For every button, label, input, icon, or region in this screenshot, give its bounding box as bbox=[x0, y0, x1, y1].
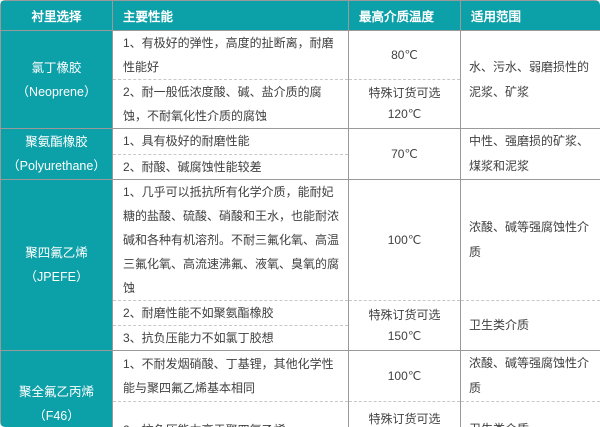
table-row: 2、耐磨性能不如聚氨酯橡胶 特殊订货可选 150℃ 卫生类介质 bbox=[1, 300, 600, 351]
performance-cell: 2、耐一般低浓度酸、碱、盐介质的腐蚀，不耐氧化性介质的腐蚀 bbox=[112, 79, 349, 129]
material-cell-polyurethane: 聚氨酯橡胶 （Polyurethane） bbox=[0, 128, 113, 180]
table-row: 氯丁橡胶 （Neoprene） 1、有极好的弹性，高度的扯断离，耐磨性能好 80… bbox=[0, 30, 600, 129]
performance-cell: 3、抗负压能力不如氯丁胶想 bbox=[112, 325, 349, 351]
table-row: 聚全氟乙丙烯 （F46） 1、不耐发烟硝酸、丁基锂，其他化学性能与聚四氟乙烯基本… bbox=[0, 350, 600, 427]
range-cell: 中性、强磨损的矿浆、煤浆和泥浆 bbox=[460, 128, 600, 180]
header-cell-lining: 衬里选择 bbox=[0, 0, 113, 31]
performance-cell: 2、耐酸、碱腐蚀性能较差 bbox=[112, 153, 349, 180]
range-cell: 卫生类介质 bbox=[460, 401, 600, 427]
material-cell-neoprene: 氯丁橡胶 （Neoprene） bbox=[0, 30, 113, 129]
range-cell: 浓酸、碱等强腐蚀性介质 bbox=[460, 350, 600, 402]
temperature-cell: 特殊订货可选 120℃ bbox=[348, 79, 461, 129]
performance-cell: 1、不耐发烟硝酸、丁基锂，其他化学性能与聚四氟乙烯基本相同 bbox=[112, 350, 349, 402]
range-cell: 卫生类介质 bbox=[460, 300, 600, 351]
material-alias: （F46） bbox=[33, 409, 80, 423]
temperature-cell: 100℃ bbox=[348, 350, 461, 402]
material-name: 聚四氟乙烯 bbox=[25, 246, 88, 260]
performance-cell: 1、几乎可以抵抗所有化学介质，能耐妃糖的盐酸、硫酸、硝酸和王水，也能耐浓碱和各种… bbox=[112, 179, 349, 301]
range-cell: 水、污水、弱磨损性的泥浆、矿浆 bbox=[460, 30, 600, 129]
table-row: 2、抗负压能力高于聚四氟乙烯 特殊订货可选 150℃ 卫生类介质 bbox=[1, 401, 600, 427]
material-name: 聚全氟乙丙烯 bbox=[18, 385, 94, 399]
performance-cell: 1、具有极好的耐磨性能 bbox=[112, 128, 349, 155]
table-row: 聚氨酯橡胶 （Polyurethane） 1、具有极好的耐磨性能 70℃ 中性、… bbox=[0, 128, 600, 180]
header-cell-performance: 主要性能 bbox=[112, 0, 349, 31]
range-cell: 浓酸、碱等强腐蚀性介质 bbox=[460, 179, 600, 301]
material-alias: （Neoprene） bbox=[16, 84, 97, 99]
header-row: 衬里选择 主要性能 最高介质温度 适用范围 bbox=[0, 0, 600, 31]
material-alias: （JPEFE） bbox=[24, 270, 89, 284]
performance-cell: 1、有极好的弹性，高度的扯断离，耐磨性能好 bbox=[112, 30, 349, 80]
material-alias: （Polyurethane） bbox=[7, 159, 106, 173]
header-cell-max-temp: 最高介质温度 bbox=[348, 0, 461, 31]
temperature-cell: 100℃ bbox=[348, 179, 461, 301]
temperature-cell: 80℃ bbox=[348, 30, 461, 80]
material-name: 聚氨酯橡胶 bbox=[25, 135, 88, 149]
material-name: 氯丁橡胶 bbox=[31, 60, 82, 75]
material-cell-ptfe: 聚四氟乙烯 （JPEFE） bbox=[0, 179, 113, 351]
temperature-cell: 特殊订货可选 150℃ bbox=[348, 401, 461, 427]
temperature-cell: 70℃ bbox=[348, 128, 461, 180]
performance-cell: 2、耐磨性能不如聚氨酯橡胶 bbox=[112, 300, 349, 326]
table-row: 3、抗负压能力不如氯丁胶想 bbox=[1, 325, 600, 351]
table-row: 聚四氟乙烯 （JPEFE） 1、几乎可以抵抗所有化学介质，能耐妃糖的盐酸、硫酸、… bbox=[0, 179, 600, 351]
performance-cell: 2、抗负压能力高于聚四氟乙烯 bbox=[112, 401, 349, 427]
material-cell-f46: 聚全氟乙丙烯 （F46） bbox=[0, 350, 113, 427]
header-cell-range: 适用范围 bbox=[460, 0, 600, 31]
temperature-cell: 特殊订货可选 150℃ bbox=[348, 300, 461, 351]
table-row: 2、耐一般低浓度酸、碱、盐介质的腐蚀，不耐氧化性介质的腐蚀 特殊订货可选 120… bbox=[1, 79, 600, 129]
